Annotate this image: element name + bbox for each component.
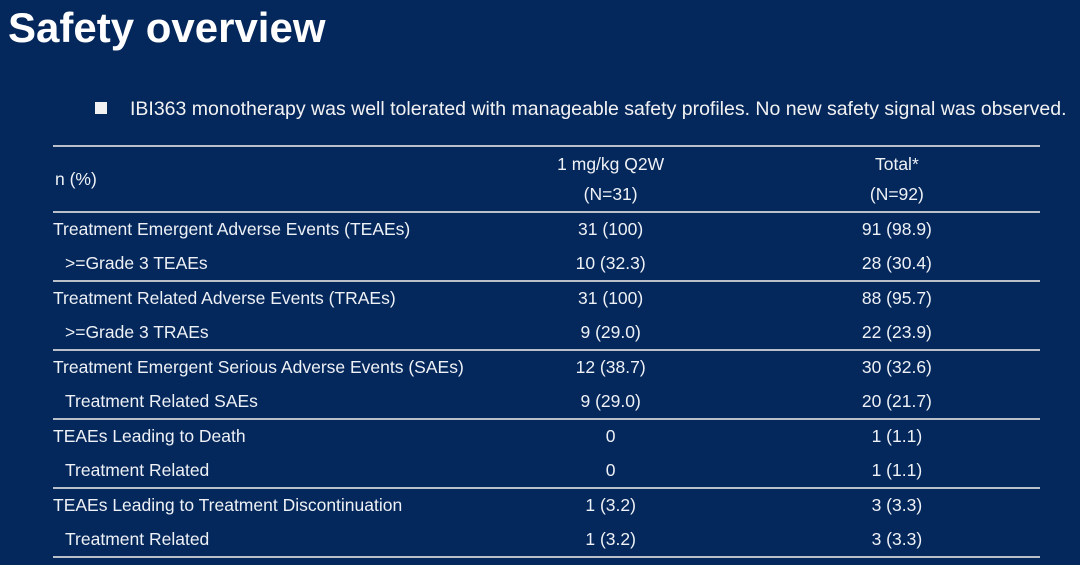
table-row: Treatment Related Adverse Events (TRAEs)… [53, 281, 1040, 316]
row-label: Treatment Related Adverse Events (TRAEs) [53, 288, 396, 309]
row-label: Treatment Emergent Serious Adverse Event… [53, 357, 464, 378]
row-label: Treatment Emergent Adverse Events (TEAEs… [53, 219, 411, 240]
row-value-total: 3 (3.3) [871, 495, 923, 516]
row-value-total: 88 (95.7) [861, 288, 932, 309]
column-header-total: Total* (N=92) [754, 146, 1040, 212]
row-value-q2w: 1 (3.2) [585, 495, 636, 516]
row-value-total: 20 (21.7) [861, 390, 932, 411]
table-row: TEAEs Leading to Death 0 1 (1.1) [53, 419, 1040, 454]
table-row: Treatment Related 1 (3.2) 3 (3.3) [53, 523, 1040, 557]
row-value-q2w: 31 (100) [578, 219, 644, 240]
table-row: Treatment Emergent Serious Adverse Event… [53, 350, 1040, 385]
key-message-bullet: IBI363 monotherapy was well tolerated wi… [95, 97, 1080, 121]
row-value-q2w: 0 [605, 426, 616, 447]
safety-table: n (%) 1 mg/kg Q2W (N=31) Total* (N=92) T… [53, 145, 1040, 558]
row-value-q2w: 31 (100) [578, 288, 644, 309]
table-row: TEAEs Leading to Treatment Discontinuati… [53, 488, 1040, 523]
column-header-total-n: (N=92) [869, 184, 924, 204]
row-value-q2w: 0 [605, 459, 616, 480]
column-header-n-percent: n (%) [55, 168, 97, 189]
row-value-q2w: 12 (38.7) [575, 357, 646, 378]
page-title: Safety overview [8, 4, 326, 51]
row-value-q2w: 10 (32.3) [575, 252, 646, 273]
column-header-dose-n: (N=31) [583, 184, 638, 204]
row-label: Treatment Related [65, 528, 210, 549]
column-header-total-label: Total* [874, 154, 919, 174]
row-value-total: 22 (23.9) [861, 321, 932, 342]
table-row: Treatment Related SAEs 9 (29.0) 20 (21.7… [53, 385, 1040, 419]
row-value-q2w: 1 (3.2) [585, 528, 636, 549]
key-message-text: IBI363 monotherapy was well tolerated wi… [130, 98, 1067, 120]
column-header-1mgkg-q2w: 1 mg/kg Q2W (N=31) [468, 146, 754, 212]
bullet-square-icon [95, 102, 107, 114]
row-value-total: 30 (32.6) [861, 357, 932, 378]
row-value-q2w: 9 (29.0) [580, 390, 641, 411]
row-label: Treatment Related SAEs [65, 390, 258, 411]
row-value-total: 91 (98.9) [861, 219, 932, 240]
row-value-total: 1 (1.1) [871, 426, 923, 447]
table-row: >=Grade 3 TEAEs 10 (32.3) 28 (30.4) [53, 247, 1040, 281]
row-label: TEAEs Leading to Treatment Discontinuati… [53, 495, 403, 516]
row-value-q2w: 9 (29.0) [580, 321, 641, 342]
table-header-row: n (%) 1 mg/kg Q2W (N=31) Total* (N=92) [53, 146, 1040, 212]
column-header-dose-label: 1 mg/kg Q2W [557, 154, 665, 174]
row-label: >=Grade 3 TEAEs [65, 252, 208, 273]
table-row: >=Grade 3 TRAEs 9 (29.0) 22 (23.9) [53, 316, 1040, 350]
row-label: Treatment Related [65, 459, 210, 480]
row-value-total: 3 (3.3) [871, 528, 923, 549]
row-value-total: 1 (1.1) [871, 459, 923, 480]
row-label: >=Grade 3 TRAEs [65, 321, 209, 342]
table-row: Treatment Related 0 1 (1.1) [53, 454, 1040, 488]
row-value-total: 28 (30.4) [861, 252, 932, 273]
table-row: Treatment Emergent Adverse Events (TEAEs… [53, 212, 1040, 247]
row-label: TEAEs Leading to Death [53, 426, 246, 447]
